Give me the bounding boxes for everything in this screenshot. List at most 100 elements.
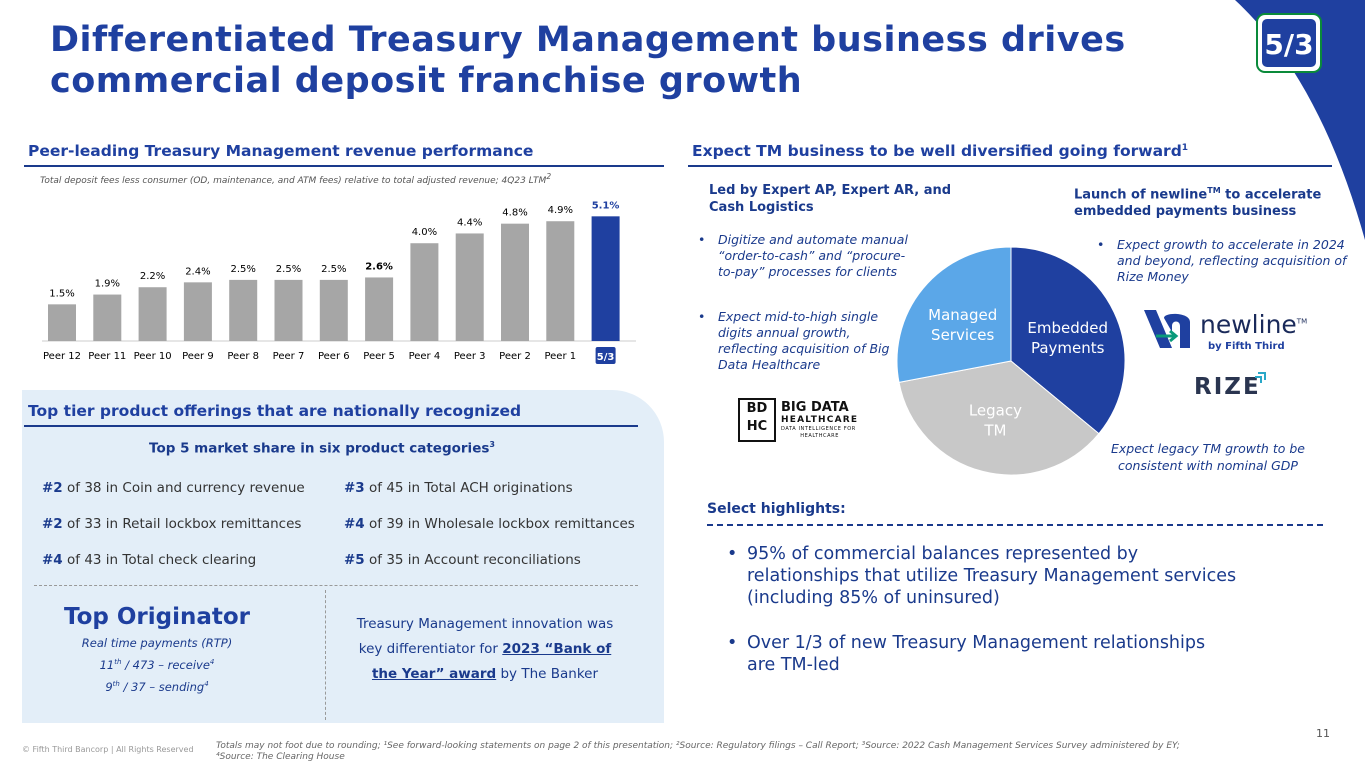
pie-slice-label: Services <box>931 326 994 344</box>
highlight-line: relationships that utilize Treasury Mana… <box>747 566 1237 586</box>
chart-note-text: Total deposit fees less consumer (OD, ma… <box>40 176 547 186</box>
highlight-item: • 95% of commercial balances represented… <box>727 543 1236 609</box>
bullet-dot: • <box>698 232 706 247</box>
top-originator-title: Top Originator <box>63 604 251 630</box>
newline-by-fifth-third: by Fifth Third <box>1208 341 1285 352</box>
bar-value-label: 2.4% <box>185 266 210 277</box>
bar-category-label: Peer 6 <box>318 351 350 362</box>
rank-number: #5 <box>344 552 365 568</box>
col2-bullet-text: Expect growth to accelerate in 2024 and … <box>1117 237 1347 284</box>
bdh-text-tagline-2: HEALTHCARE <box>800 432 839 439</box>
rank-text: of 33 in Retail lockbox remittances <box>67 516 302 532</box>
rank-text: of 45 in Total ACH originations <box>369 480 573 496</box>
chart-note-sup: 2 <box>546 172 552 181</box>
sending-rank: 9 <box>105 680 113 694</box>
newline-word: newline <box>1200 310 1297 339</box>
bdh-monogram: BD HC <box>738 398 776 442</box>
panel-rule <box>24 425 638 427</box>
bar-category-label: Peer 4 <box>409 351 441 362</box>
pie-slice-label: Embedded <box>1027 319 1108 337</box>
col2-heading: Launch of newlineTM to accelerate embedd… <box>1074 182 1344 220</box>
bar-category-label: Peer 12 <box>43 351 81 362</box>
rank-item: #3 of 45 in Total ACH originations <box>344 480 573 496</box>
rank-text: of 35 in Account reconciliations <box>369 552 581 568</box>
bdh-text-big-data: BIG DATA <box>781 399 849 415</box>
newline-mark-icon <box>1144 310 1190 348</box>
bar-category-label: Peer 9 <box>182 351 214 362</box>
bar-value-label: 5.1% <box>592 200 620 211</box>
bar-peer-7 <box>274 279 303 341</box>
bar-value-label: 4.8% <box>502 208 527 219</box>
award-line-2: key differentiator for 2023 “Bank of <box>330 637 640 662</box>
pie-slice-legacy-tm <box>898 360 1100 476</box>
highlight-line: (including 85% of uninsured) <box>747 588 1000 608</box>
footnotes: Totals may not foot due to rounding; ¹Se… <box>216 741 1346 763</box>
title-line-2: commercial deposit franchise growth <box>50 61 803 101</box>
bar-category-label: Peer 10 <box>134 351 172 362</box>
rank-number: #4 <box>42 552 63 568</box>
rank-text: of 38 in Coin and currency revenue <box>67 480 305 496</box>
award-line-3-text: by The Banker <box>496 666 599 682</box>
award-line-3: the Year” award by The Banker <box>330 662 640 687</box>
col2-heading-a: Launch of newline <box>1074 187 1208 203</box>
bar-value-label: 4.9% <box>548 205 573 216</box>
chart-note: Total deposit fees less consumer (OD, ma… <box>40 172 551 186</box>
logo-text: 5/3 <box>1264 28 1313 61</box>
bar-peer-5 <box>365 277 394 341</box>
bar-category-label: Peer 8 <box>227 351 259 362</box>
bar-peer-2 <box>501 223 529 341</box>
copyright: © Fifth Third Bancorp | All Rights Reser… <box>22 745 194 754</box>
bar-category-label: Peer 2 <box>499 351 531 362</box>
bar-value-label: 4.0% <box>412 227 437 238</box>
market-share-subheading-sup: 3 <box>489 440 495 449</box>
fifth-third-category-logo: 5/3 <box>595 347 616 364</box>
pie-slice-label: Payments <box>1031 339 1105 357</box>
panel-divider-vertical <box>325 590 326 720</box>
sending-footnote: 4 <box>204 680 209 689</box>
newline-wordmark: newlineTM <box>1200 310 1307 339</box>
bar-value-label: 2.5% <box>230 264 255 275</box>
footnote-line-1: Totals may not foot due to rounding; ¹Se… <box>216 741 1180 751</box>
peer-revenue-bar-chart: 1.5% Peer 12 1.9% Peer 11 2.2% Peer 10 2.4% Pee… <box>42 200 636 364</box>
bar-peer-12 <box>48 304 76 341</box>
panel-divider-horizontal <box>34 585 638 586</box>
col1-bullet-text: Expect mid-to-high single digits annual … <box>718 309 890 372</box>
highlight-item: • Over 1/3 of new Treasury Management re… <box>727 632 1205 676</box>
highlight-line: Over 1/3 of new Treasury Management rela… <box>747 633 1206 653</box>
pie-slice-embedded-payments <box>1010 246 1126 435</box>
award-link-part-1[interactable]: 2023 “Bank of <box>502 641 612 657</box>
page-title: Differentiated Treasury Management busin… <box>50 20 1150 102</box>
pie-slice-managed-services <box>896 246 1012 383</box>
bar-peer-3 <box>455 233 484 341</box>
rank-text: of 43 in Total check clearing <box>67 552 257 568</box>
rank-number: #3 <box>344 480 365 496</box>
receive-rank: 11 <box>99 658 115 672</box>
award-block: Treasury Management innovation was key d… <box>330 612 640 687</box>
corner-decoration <box>1235 0 1365 240</box>
product-offerings-panel <box>22 390 664 723</box>
diversified-section-rule <box>688 165 1332 167</box>
bar-value-label: 2.5% <box>321 264 346 275</box>
page-number: 11 <box>1316 727 1330 740</box>
market-share-subheading: Top 5 market share in six product catego… <box>22 440 622 457</box>
highlight-line: are TM-led <box>747 655 840 675</box>
footnote-line-2: ⁴Source: The Clearing House <box>216 752 345 762</box>
bar-value-label: 2.5% <box>276 264 301 275</box>
bar-value-label: 1.9% <box>95 279 120 290</box>
tm-mix-pie-chart: Embedded Payments Legacy TM Managed Services <box>896 246 1126 476</box>
award-link-part-2[interactable]: the Year” award <box>371 666 497 682</box>
rank-item: #4 of 43 in Total check clearing <box>42 552 256 568</box>
rank-number: #4 <box>344 516 365 532</box>
rize-accent-icon <box>1255 372 1266 383</box>
rize-wordmark: RIZE <box>1194 374 1261 400</box>
bdh-text-tagline-1: DATA INTELLIGENCE FOR <box>781 425 856 432</box>
rize-logo: RIZE <box>1194 374 1261 400</box>
bar-category-label: Peer 7 <box>273 351 305 362</box>
rank-item: #4 of 39 in Wholesale lockbox remittance… <box>344 516 635 532</box>
col1-bullet: • Expect mid-to-high single digits annual… <box>698 309 913 373</box>
bar-peer-11 <box>93 294 122 341</box>
bullet-dot: • <box>1097 237 1105 252</box>
bar-value-label: 1.5% <box>49 288 74 299</box>
pie-slice-label: Legacy <box>969 401 1022 419</box>
bar-value-label: 4.4% <box>457 217 482 228</box>
